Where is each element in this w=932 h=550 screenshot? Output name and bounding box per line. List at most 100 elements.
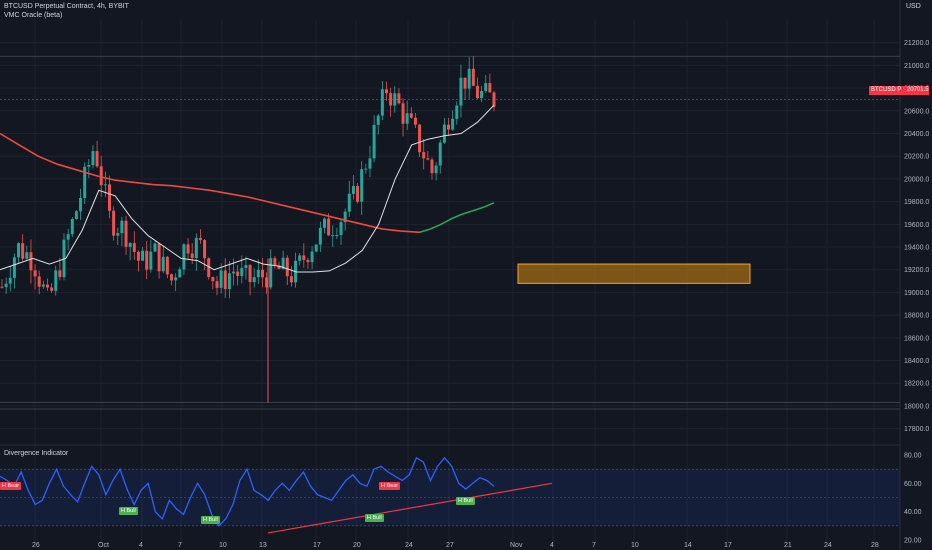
osc-y-tick-label: 80.00 (904, 453, 922, 460)
y-tick-label: 19400.0 (904, 245, 929, 252)
candle-up (120, 220, 124, 234)
candle-up (376, 115, 380, 125)
candle-down (50, 287, 54, 291)
candle-up (12, 257, 16, 278)
candle-up (331, 235, 335, 237)
candle-down (170, 274, 174, 281)
candle-down (447, 124, 451, 130)
candle-up (128, 243, 132, 247)
candle-down (37, 276, 41, 287)
candle-up (240, 268, 244, 276)
x-tick-label: Nov (510, 542, 523, 549)
x-tick-label: 10 (219, 542, 227, 549)
candle-up (54, 270, 58, 291)
candle-up (360, 169, 364, 202)
candle-up (310, 251, 314, 263)
candle-up (62, 239, 66, 278)
candle-down (248, 265, 252, 283)
candle-down (112, 210, 116, 236)
candle-up (393, 93, 397, 106)
x-tick-label: 4 (139, 542, 143, 549)
candle-up (79, 198, 83, 212)
candle-down (124, 220, 128, 247)
candle-up (343, 211, 347, 223)
x-tick-label: Oct (98, 542, 109, 549)
candle-up (149, 251, 153, 270)
x-tick-label: 7 (178, 542, 182, 549)
candle-up (83, 166, 87, 199)
y-tick-label: 20000.0 (904, 176, 929, 183)
y-tick-label: 18800.0 (904, 313, 929, 320)
fast-moving-average (0, 104, 495, 273)
x-tick-label: 13 (259, 542, 267, 549)
slow-moving-average (0, 132, 421, 234)
candle-down (430, 159, 434, 174)
indicator-legend[interactable]: VMC Oracle (beta) (4, 12, 63, 19)
y-tick-label: 18200.0 (904, 381, 929, 388)
candle-up (232, 271, 236, 274)
candle-up (70, 219, 74, 235)
y-tick-label: 19600.0 (904, 222, 929, 229)
candle-down (471, 68, 475, 86)
candle-up (66, 234, 70, 240)
candle-down (99, 166, 103, 186)
candle-down (223, 270, 227, 290)
candle-down (45, 284, 49, 288)
candle-up (339, 222, 343, 236)
y-tick-label: 17800.0 (904, 426, 929, 433)
candle-down (327, 218, 331, 236)
candle-down (409, 113, 413, 118)
divergence-trendline (267, 482, 553, 534)
candle-down (397, 93, 401, 104)
candle-up (174, 277, 178, 281)
x-tick-label: 28 (871, 542, 879, 549)
candle-up (368, 158, 372, 169)
signal-label-bull: H Bull (456, 497, 475, 505)
osc-y-tick-label: 40.00 (904, 509, 922, 516)
x-tick-label: 4 (550, 542, 554, 549)
candle-down (302, 255, 306, 260)
y-tick-label: 20600.0 (904, 108, 929, 115)
candle-up (153, 243, 157, 252)
candle-down (190, 253, 194, 258)
candle-down (463, 77, 467, 89)
x-tick-label: 26 (32, 542, 40, 549)
candle-up (281, 257, 285, 270)
candle-up (256, 269, 260, 278)
last-price-tag: BTCUSD P 20701.5 (869, 86, 929, 95)
candle-up (351, 186, 355, 194)
signal-label-bull: H Bull (201, 516, 220, 524)
candle-down (356, 186, 360, 202)
candle-up (405, 113, 409, 124)
signal-label-bear: H Bear (379, 482, 401, 490)
candle-up (252, 277, 256, 283)
x-tick-label: 24 (405, 542, 413, 549)
candle-down (260, 269, 264, 278)
candle-up (335, 235, 339, 237)
candle-down (277, 265, 281, 270)
candle-up (41, 284, 45, 287)
symbol-title[interactable]: BTCUSD Perpetual Contract, 4h, BYBIT (4, 3, 129, 10)
candle-down (29, 252, 33, 271)
candle-up (318, 227, 322, 245)
candle-up (25, 252, 29, 259)
candle-up (116, 233, 120, 236)
osc-y-tick-label: 20.00 (904, 538, 922, 545)
candle-down (95, 151, 99, 167)
candle-down (422, 152, 426, 159)
candle-up (219, 270, 223, 288)
x-tick-label: 21 (784, 542, 792, 549)
candle-up (161, 256, 165, 272)
x-tick-label: 24 (824, 542, 832, 549)
candle-down (0, 286, 4, 288)
currency-label: USD (906, 3, 921, 10)
divergence-indicator-title[interactable]: Divergence Indicator (4, 450, 69, 457)
candle-up (8, 277, 12, 284)
candle-up (434, 165, 438, 174)
candle-up (380, 89, 384, 116)
candle-down (265, 277, 269, 288)
candle-up (269, 258, 273, 288)
price-tag-symbol: BTCUSD P (871, 87, 902, 93)
